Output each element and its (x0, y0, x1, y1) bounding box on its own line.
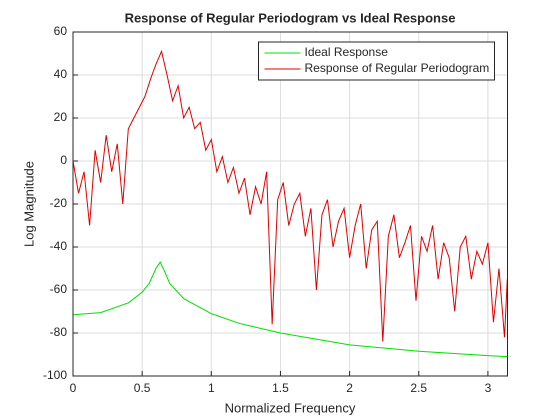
y-tick-label: -40 (50, 239, 68, 253)
x-tick-label: 0.5 (134, 381, 151, 395)
x-tick-label: 0 (70, 381, 77, 395)
chart-title: Response of Regular Periodogram vs Ideal… (125, 10, 456, 25)
series-line (73, 261, 508, 358)
legend-label: Ideal Response (305, 45, 389, 59)
series-line (73, 49, 508, 342)
x-tick-label: 1 (208, 381, 215, 395)
y-axis-label: Log Magnitude (21, 161, 36, 247)
y-tick-label: 20 (54, 110, 68, 124)
y-tick-label: 0 (60, 153, 67, 167)
y-tick-label: 60 (54, 24, 68, 38)
y-tick-label: -100 (43, 368, 67, 382)
y-tick-label: -60 (50, 282, 68, 296)
x-tick-label: 1.5 (272, 381, 289, 395)
axes-box (72, 31, 508, 377)
legend-label: Response of Regular Periodogram (305, 61, 490, 75)
legend-box (258, 41, 495, 81)
y-tick-label: -20 (50, 196, 68, 210)
x-tick-label: 3 (485, 381, 492, 395)
x-tick-label: 2 (346, 381, 353, 395)
y-tick-label: 40 (54, 67, 68, 81)
x-tick-label: 2.5 (410, 381, 427, 395)
x-axis-label: Normalized Frequency (225, 400, 356, 415)
y-tick-label: -80 (50, 325, 68, 339)
